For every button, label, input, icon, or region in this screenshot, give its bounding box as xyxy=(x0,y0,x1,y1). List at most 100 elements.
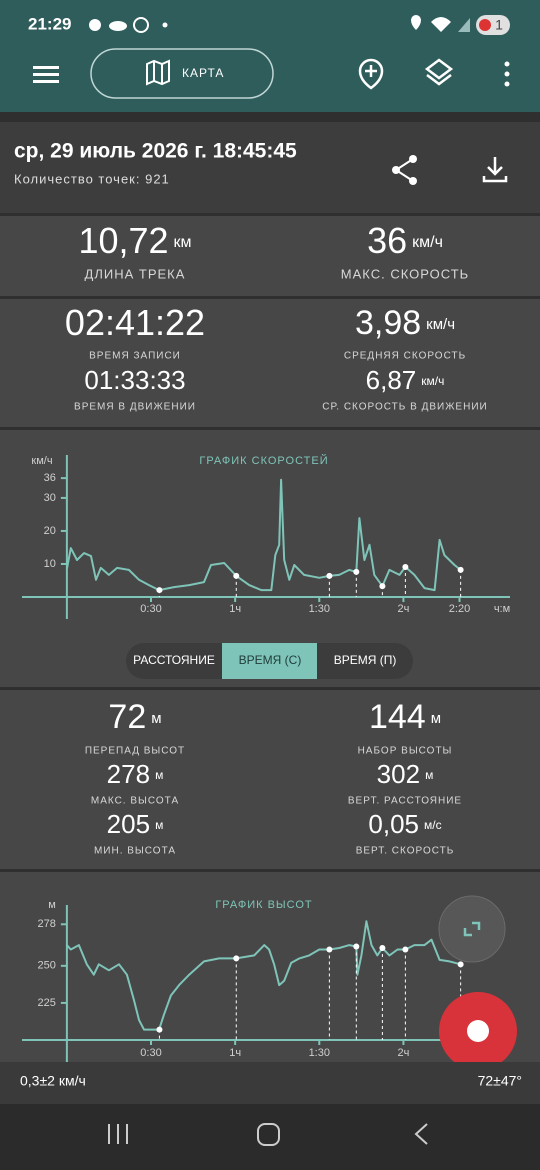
stat-value: 0,05 м/с xyxy=(368,809,441,839)
stat-number: 205 xyxy=(107,809,150,839)
record-icon xyxy=(467,1020,489,1042)
notif-icon xyxy=(89,19,101,31)
stat-label: МАКС. ВЫСОТА xyxy=(91,796,179,807)
stat-value: 36 км/ч xyxy=(367,220,443,261)
stat-unit: км/ч xyxy=(421,374,444,388)
y-tick-label: 250 xyxy=(38,960,56,972)
marker-dot xyxy=(379,945,386,952)
x-tick-label: 2ч xyxy=(397,603,409,615)
y-tick-label: 278 xyxy=(38,918,56,930)
x-tick-label: 1ч xyxy=(229,1047,241,1059)
nav-recents[interactable] xyxy=(108,1124,128,1144)
stat-number: 72 xyxy=(108,698,146,736)
y-tick-label: 20 xyxy=(44,525,56,537)
stat-label: ВРЕМЯ В ДВИЖЕНИИ xyxy=(74,402,196,413)
marker-dot xyxy=(353,943,360,950)
stat-value: 6,87 км/ч xyxy=(366,365,445,395)
stat-number: 02:41:22 xyxy=(65,302,205,343)
marker-dot xyxy=(233,955,240,962)
stat-value: 72 м xyxy=(108,698,161,736)
nav-bar xyxy=(0,1104,540,1170)
marker-dot xyxy=(156,587,163,594)
download-button[interactable] xyxy=(482,157,508,183)
x-tick-label: 2ч xyxy=(397,1047,409,1059)
stat-label: ВРЕМЯ ЗАПИСИ xyxy=(89,351,181,362)
stat-number: 36 xyxy=(367,220,407,261)
stats-panel xyxy=(0,299,540,427)
map-button-label: КАРТА xyxy=(182,66,224,80)
y-axis-label: км/ч xyxy=(31,455,52,467)
marker-dot xyxy=(326,572,333,579)
stat-label: МИН. ВЫСОТА xyxy=(94,846,176,857)
marker-dot xyxy=(326,946,333,953)
x-tick-label: 1:30 xyxy=(309,1047,330,1059)
marker-dot xyxy=(156,1026,163,1033)
layers-button[interactable] xyxy=(424,58,454,86)
stat-number: 3,98 xyxy=(355,304,421,342)
nav-home[interactable] xyxy=(257,1123,280,1146)
signal-icon xyxy=(458,18,470,32)
stat-value: 02:41:22 xyxy=(65,302,205,343)
app-bar xyxy=(0,0,540,112)
x-tick-label: 2:20 xyxy=(449,603,470,615)
info-bar xyxy=(0,1062,540,1104)
x-tick-label: 1:30 xyxy=(309,603,330,615)
track-title: ср, 29 июль 2026 г. 18:45:45 xyxy=(14,140,297,163)
map-icon xyxy=(146,59,170,86)
stat-number: 302 xyxy=(377,759,420,789)
notif-icon xyxy=(133,17,149,33)
stat-label: ВЕРТ. РАССТОЯНИЕ xyxy=(348,796,462,807)
nav-back[interactable] xyxy=(414,1123,428,1145)
status-time: 21:29 xyxy=(28,14,71,33)
x-tick-label: 1ч xyxy=(229,603,241,615)
notif-icon xyxy=(109,21,127,31)
stat-label: СРЕДНЯЯ СКОРОСТЬ xyxy=(344,351,466,362)
data-line xyxy=(66,920,461,1031)
battery-level: 1 xyxy=(495,17,503,33)
stat-unit: м xyxy=(431,710,441,727)
x-tick-label: 0:30 xyxy=(140,603,161,615)
current-speed: 0,3±2 км/ч xyxy=(20,1073,86,1089)
stat-value: 302 м xyxy=(377,759,434,789)
y-tick-label: 10 xyxy=(44,558,56,570)
y-tick-label: 30 xyxy=(44,492,56,504)
segment-label: ВРЕМЯ (С) xyxy=(239,653,302,667)
x-axis-label: ч:м xyxy=(494,603,510,615)
stat-number: 01:33:33 xyxy=(84,365,185,395)
marker-dot xyxy=(402,563,409,570)
battery-alert xyxy=(479,19,491,31)
current-bearing: 72±47° xyxy=(478,1073,522,1089)
fullscreen-button[interactable] xyxy=(438,895,506,963)
stat-label: ВЕРТ. СКОРОСТЬ xyxy=(356,846,455,857)
stat-unit: км/ч xyxy=(426,316,455,333)
stat-label: ДЛИНА ТРЕКА xyxy=(85,266,186,281)
map-button[interactable] xyxy=(90,48,274,99)
share-button[interactable] xyxy=(392,155,417,185)
location-icon xyxy=(411,15,421,30)
y-tick-label: 225 xyxy=(38,997,56,1009)
stat-unit: м xyxy=(425,768,433,782)
stat-label: ПЕРЕПАД ВЫСОТ xyxy=(85,746,185,757)
stat-number: 144 xyxy=(369,698,426,736)
stat-label: НАБОР ВЫСОТЫ xyxy=(358,746,453,757)
menu-button[interactable] xyxy=(33,66,59,83)
stat-value: 144 м xyxy=(369,698,441,736)
marker-dot xyxy=(402,946,409,953)
header-panel xyxy=(0,122,540,213)
stat-label: СР. СКОРОСТЬ В ДВИЖЕНИИ xyxy=(322,402,487,413)
chart-title: ГРАФИК СКОРОСТЕЙ xyxy=(199,454,328,467)
add-point-button[interactable] xyxy=(358,58,384,90)
stat-unit: км xyxy=(174,234,192,251)
marker-dot xyxy=(457,566,464,573)
stat-unit: м xyxy=(155,768,163,782)
stat-unit: м xyxy=(151,710,161,727)
point-count: Количество точек: 921 xyxy=(14,171,170,186)
stat-number: 278 xyxy=(107,759,150,789)
y-tick-label: 36 xyxy=(44,472,56,484)
stats-panel xyxy=(0,216,540,296)
stat-value: 10,72 км xyxy=(78,220,191,261)
more-button[interactable] xyxy=(504,61,510,87)
segment-selected[interactable] xyxy=(222,643,317,679)
stat-value: 3,98 км/ч xyxy=(355,304,455,342)
